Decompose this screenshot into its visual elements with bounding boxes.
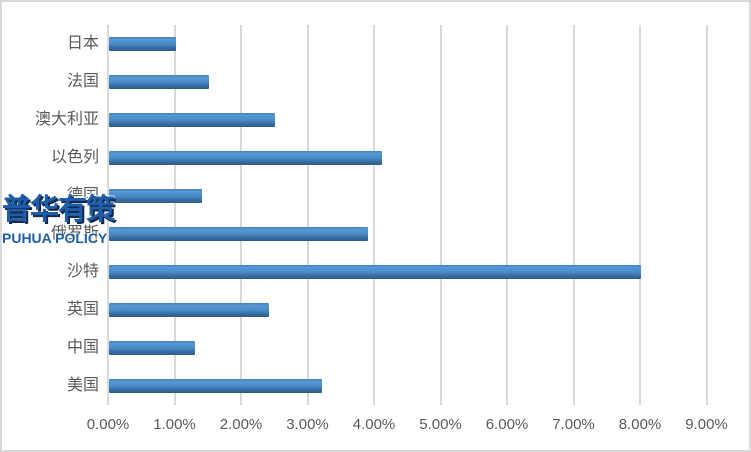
- x-tick-label: 5.00%: [419, 416, 462, 433]
- bar-法国: [109, 75, 209, 89]
- bar-俄罗斯: [109, 227, 369, 241]
- x-tick-label: 6.00%: [485, 416, 529, 433]
- category-label: 法国: [66, 73, 99, 90]
- gridline-8.00%: [639, 25, 641, 405]
- bar-英国: [109, 303, 269, 317]
- gridline-5.00%: [439, 25, 442, 405]
- category-label: 澳大利亚: [34, 111, 99, 128]
- x-tick-label: 7.00%: [552, 416, 595, 433]
- bar-日本: [109, 37, 176, 51]
- x-tick-label: 0.00%: [86, 416, 130, 433]
- bar-德国: [109, 189, 203, 203]
- gridline-0.00%: [107, 25, 109, 405]
- x-tick-label: 9.00%: [685, 416, 728, 433]
- category-label: 美国: [66, 377, 99, 394]
- category-label: 日本: [66, 35, 99, 52]
- x-tick-label: 1.00%: [153, 416, 196, 433]
- gridline-4.00%: [373, 25, 375, 405]
- x-tick-label: 8.00%: [618, 416, 662, 433]
- x-tick-label: 2.00%: [219, 416, 263, 433]
- category-label: 中国: [66, 339, 99, 356]
- gridline-1.00%: [173, 25, 176, 405]
- category-label: 沙特: [66, 263, 99, 280]
- x-tick-label: 3.00%: [286, 416, 329, 433]
- gridline-3.00%: [306, 25, 309, 405]
- bar-中国: [109, 341, 196, 355]
- bar-沙特: [109, 265, 641, 279]
- gridline-7.00%: [572, 25, 575, 405]
- category-label: 以色列: [50, 149, 99, 166]
- category-label: 德国: [66, 187, 99, 204]
- category-label: 英国: [66, 301, 99, 318]
- bar-以色列: [109, 151, 382, 165]
- bar-美国: [109, 379, 322, 393]
- bar-澳大利亚: [109, 113, 276, 127]
- gridline-2.00%: [240, 25, 242, 405]
- gridline-6.00%: [506, 25, 508, 405]
- gridline-9.00%: [705, 25, 708, 405]
- x-tick-label: 4.00%: [352, 416, 396, 433]
- category-label: 俄罗斯: [50, 225, 99, 242]
